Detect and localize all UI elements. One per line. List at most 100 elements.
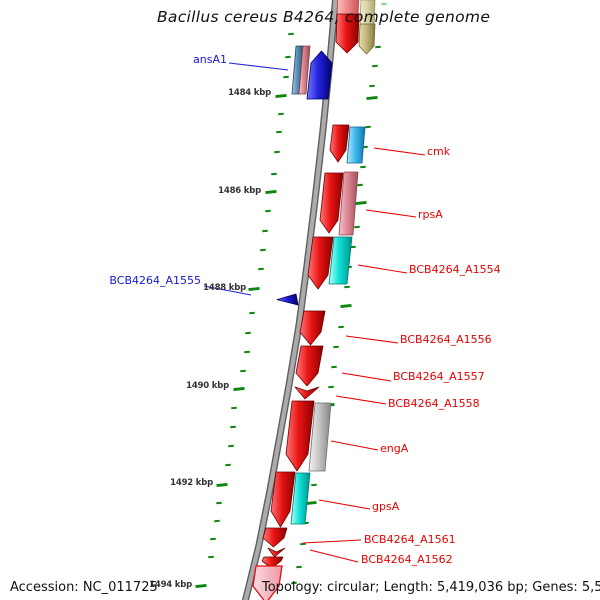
gene-label-BCB4264_A1557[interactable]: BCB4264_A1557 bbox=[393, 370, 485, 383]
minor-tick-mark bbox=[244, 350, 250, 354]
minor-tick-mark bbox=[369, 84, 375, 88]
status-topology: Topology: circular; Length: 5,419,036 bp… bbox=[262, 580, 600, 595]
minor-tick-mark bbox=[274, 150, 280, 154]
minor-tick-mark bbox=[381, 2, 387, 6]
scale-label-1484 kbp: 1484 kbp bbox=[228, 88, 271, 98]
gene-A1561[interactable] bbox=[262, 527, 288, 548]
label-line-BCB4264_A1562 bbox=[309, 549, 359, 563]
gene-label-BCB4264_A1558[interactable]: BCB4264_A1558 bbox=[388, 397, 480, 410]
kbp-tick-mark bbox=[355, 201, 367, 205]
minor-tick-mark bbox=[216, 501, 222, 505]
minor-tick-mark bbox=[283, 75, 289, 79]
label-line-ansA1 bbox=[228, 62, 289, 71]
gene-A1555[interactable] bbox=[276, 293, 299, 306]
gene-label-BCB4264_A1561[interactable]: BCB4264_A1561 bbox=[364, 533, 456, 546]
minor-tick-mark bbox=[260, 248, 266, 252]
kbp-tick-mark bbox=[340, 304, 352, 308]
scale-label-1494 kbp: 1494 kbp bbox=[149, 580, 192, 590]
minor-tick-mark bbox=[278, 112, 284, 116]
minor-tick-mark bbox=[230, 425, 236, 429]
minor-tick-mark bbox=[296, 565, 302, 569]
gene-partial-bottom[interactable] bbox=[252, 565, 283, 600]
gene-label-BCB4264_A1562[interactable]: BCB4264_A1562 bbox=[361, 553, 453, 566]
minor-tick-mark bbox=[288, 32, 294, 36]
gene-top-tan[interactable] bbox=[358, 23, 376, 55]
gene-ansA1[interactable] bbox=[306, 50, 333, 100]
label-line-gpsA bbox=[318, 499, 371, 510]
minor-tick-mark bbox=[208, 555, 214, 559]
gene-label-gpsA[interactable]: gpsA bbox=[372, 500, 400, 513]
minor-tick-mark bbox=[231, 406, 237, 410]
genome-axis-core bbox=[243, 0, 338, 600]
minor-tick-mark bbox=[210, 537, 216, 541]
gene-rpsA-neighbor[interactable] bbox=[319, 172, 344, 234]
gene-A1562[interactable] bbox=[261, 556, 284, 569]
kbp-tick-mark bbox=[366, 96, 378, 100]
minor-tick-mark bbox=[228, 444, 234, 448]
minor-tick-mark bbox=[291, 581, 297, 585]
gene-gpsA-neighbor[interactable] bbox=[270, 471, 296, 528]
kbp-tick-mark bbox=[233, 387, 245, 391]
gene-A1561-b[interactable] bbox=[267, 547, 286, 558]
label-line-engA bbox=[330, 440, 379, 451]
genome-title: Bacillus cereus B4264, complete genome bbox=[157, 8, 491, 26]
kbp-tick-mark bbox=[265, 190, 277, 194]
kbp-tick-mark bbox=[275, 94, 287, 98]
label-line-BCB4264_A1561 bbox=[302, 539, 362, 544]
minor-tick-mark bbox=[300, 542, 306, 546]
gene-A1554-neighbor[interactable] bbox=[307, 236, 334, 290]
minor-tick-mark bbox=[338, 325, 344, 329]
gene-rpsA[interactable] bbox=[338, 171, 359, 236]
gene-A1558[interactable] bbox=[294, 386, 320, 400]
gene-ansA1-partner-b[interactable] bbox=[298, 45, 311, 95]
minor-tick-mark bbox=[354, 225, 360, 229]
minor-tick-mark bbox=[262, 229, 268, 233]
gene-engA-neighbor[interactable] bbox=[285, 400, 315, 472]
gene-label-rpsA[interactable]: rpsA bbox=[418, 208, 443, 221]
minor-tick-mark bbox=[328, 385, 334, 389]
gene-top-red[interactable] bbox=[335, 13, 360, 54]
minor-tick-mark bbox=[357, 183, 363, 187]
status-accession: Accession: NC_011725 bbox=[10, 580, 158, 595]
gene-label-cmk[interactable]: cmk bbox=[427, 145, 451, 158]
label-line-BCB4264_A1555 bbox=[203, 285, 252, 296]
minor-tick-mark bbox=[372, 64, 378, 68]
gene-label-BCB4264_A1554[interactable]: BCB4264_A1554 bbox=[409, 263, 501, 276]
kbp-tick-mark bbox=[195, 584, 207, 588]
minor-tick-mark bbox=[240, 369, 246, 373]
gene-label-BCB4264_A1555[interactable]: BCB4264_A1555 bbox=[109, 274, 201, 287]
label-line-BCB4264_A1557 bbox=[341, 372, 392, 382]
gene-A1556[interactable] bbox=[299, 310, 326, 346]
scale-label-1486 kbp: 1486 kbp bbox=[218, 186, 261, 196]
minor-tick-mark bbox=[331, 365, 337, 369]
kbp-tick-mark bbox=[248, 287, 260, 291]
label-line-rpsA bbox=[365, 209, 417, 218]
gene-cmk-neighbor[interactable] bbox=[329, 124, 350, 163]
gene-A1554[interactable] bbox=[328, 236, 353, 285]
gene-label-engA[interactable]: engA bbox=[380, 442, 409, 455]
label-line-BCB4264_A1554 bbox=[357, 264, 408, 274]
label-line-BCB4264_A1558 bbox=[335, 395, 387, 405]
gene-A1557[interactable] bbox=[295, 345, 324, 387]
minor-tick-mark bbox=[375, 45, 381, 49]
minor-tick-mark bbox=[360, 165, 366, 169]
minor-tick-mark bbox=[365, 125, 371, 129]
scale-label-1492 kbp: 1492 kbp bbox=[170, 478, 213, 488]
scale-label-1490 kbp: 1490 kbp bbox=[186, 381, 229, 391]
label-line-BCB4264_A1556 bbox=[345, 335, 399, 344]
label-line-cmk bbox=[373, 147, 426, 156]
minor-tick-mark bbox=[249, 311, 255, 315]
minor-tick-mark bbox=[214, 519, 220, 523]
gene-label-BCB4264_A1556[interactable]: BCB4264_A1556 bbox=[400, 333, 492, 346]
gene-cmk[interactable] bbox=[346, 126, 366, 164]
gene-gpsA[interactable] bbox=[290, 472, 311, 525]
gene-label-ansA1[interactable]: ansA1 bbox=[193, 53, 227, 66]
minor-tick-mark bbox=[311, 483, 317, 487]
gene-engA[interactable] bbox=[308, 402, 332, 472]
kbp-tick-mark bbox=[216, 483, 228, 487]
minor-tick-mark bbox=[276, 130, 282, 134]
scale-label-1488 kbp: 1488 kbp bbox=[203, 283, 246, 293]
